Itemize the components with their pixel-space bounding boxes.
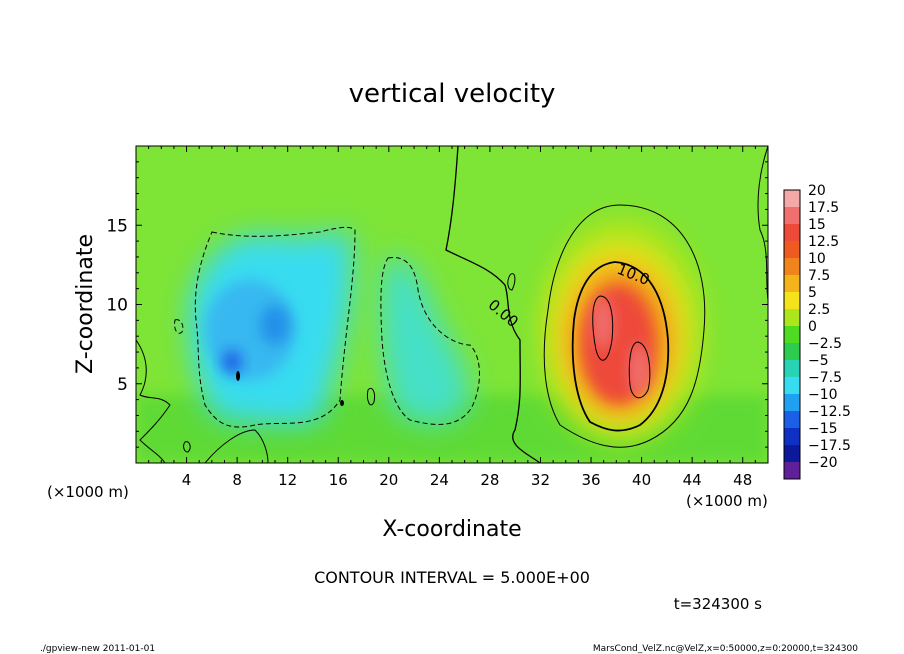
- colorbar-label: 5: [808, 285, 817, 301]
- y-tick-label: 5: [117, 375, 128, 395]
- colorbar-segment: [784, 309, 800, 326]
- contour-lines: [136, 146, 768, 463]
- colorbar-segment: [784, 343, 800, 360]
- contour-zero: [445, 146, 541, 463]
- colorbar-segment: [784, 360, 800, 377]
- updraft-region: [540, 218, 704, 442]
- x-units-label-right: (×1000 m): [686, 492, 768, 510]
- colorbar-segment: [784, 394, 800, 411]
- x-tick-label: 28: [480, 471, 499, 489]
- colorbar-label: −20: [808, 455, 838, 471]
- x-tick-label: 32: [531, 471, 550, 489]
- x-tick-label: 40: [632, 471, 651, 489]
- y-tick-label: 10: [106, 296, 128, 316]
- y-axis-ticks: 5 10 15: [106, 161, 768, 448]
- x-tick-label: 4: [182, 471, 192, 489]
- colorbar-label: 2.5: [808, 302, 830, 318]
- contour-zero-left: [136, 339, 171, 463]
- colorbar-label: −17.5: [808, 438, 851, 454]
- colorbar-segment: [784, 462, 800, 479]
- colorbar-label: −7.5: [808, 370, 842, 386]
- colorbar-segment: [784, 207, 800, 224]
- contour-15-a: [592, 295, 614, 361]
- contour-zero-right: [757, 146, 768, 301]
- colorbar-segment: [784, 275, 800, 292]
- colorbar-label: 10: [808, 251, 826, 267]
- x-axis-label: X-coordinate: [382, 517, 521, 542]
- colorbar-label: −15: [808, 421, 838, 437]
- x-units-label-left: (×1000 m): [47, 483, 129, 501]
- colorbar-label: −2.5: [808, 336, 842, 352]
- colorbar: 2017.51512.5107.552.50−2.5−5−7.5−10−12.5…: [783, 183, 851, 480]
- contour-15-b: [628, 341, 651, 399]
- x-tick-label: 24: [430, 471, 449, 489]
- colorbar-segment: [784, 190, 800, 207]
- colorbar-segment: [784, 377, 800, 394]
- contour-zero-small-a: [367, 387, 375, 406]
- colorbar-label: −5: [808, 353, 829, 369]
- colorbar-label: 17.5: [808, 200, 839, 216]
- contour-zero-small-c: [183, 441, 191, 453]
- contour-neg5-b: [380, 256, 480, 425]
- colorbar-label: 12.5: [808, 234, 839, 250]
- colorbar-label: 20: [808, 183, 826, 199]
- x-axis-ticks: 4 8 12 16 20 24 28 32 36 40 44 48: [148, 146, 756, 489]
- contour-neg5-c: [174, 319, 184, 334]
- footer-right: MarsCond_VelZ.nc@VelZ,x=0:50000,z=0:2000…: [593, 644, 858, 654]
- downdraft-region: [189, 230, 470, 425]
- colorbar-segment: [784, 258, 800, 275]
- colorbar-segment: [784, 224, 800, 241]
- colorbar-label: 0: [808, 319, 817, 335]
- contour-neg5-a: [194, 226, 356, 428]
- contour-zero-bottom: [204, 429, 269, 463]
- y-axis-label: Z-coordinate: [73, 234, 98, 374]
- x-tick-label: 16: [329, 471, 348, 489]
- contour-5: [543, 204, 706, 448]
- colorbar-segment: [784, 411, 800, 428]
- colorbar-segment: [784, 428, 800, 445]
- x-tick-label: 8: [232, 471, 242, 489]
- footer-left: ./gpview-new 2011-01-01: [40, 644, 155, 654]
- colorbar-segment: [784, 241, 800, 258]
- colorbar-segment: [784, 326, 800, 343]
- colorbar-frame: [783, 189, 801, 480]
- x-tick-label: 12: [278, 471, 297, 489]
- x-tick-label: 48: [733, 471, 752, 489]
- contour-zero-small-b: [507, 273, 516, 291]
- colorbar-label: 7.5: [808, 268, 830, 284]
- y-tick-label: 15: [106, 216, 128, 236]
- contour-interval-label: CONTOUR INTERVAL = 5.000E+00: [314, 568, 590, 587]
- x-tick-label: 20: [379, 471, 398, 489]
- x-tick-label: 44: [683, 471, 702, 489]
- colorbar-label: −12.5: [808, 404, 851, 420]
- colorbar-segment: [784, 445, 800, 462]
- colorbar-segment: [784, 292, 800, 309]
- colorbar-label: −10: [808, 387, 838, 403]
- time-label: t=324300 s: [674, 595, 762, 613]
- colorbar-label: 15: [808, 217, 826, 233]
- x-tick-label: 36: [581, 471, 600, 489]
- chart-title: vertical velocity: [349, 79, 556, 109]
- contour-10: [571, 261, 670, 432]
